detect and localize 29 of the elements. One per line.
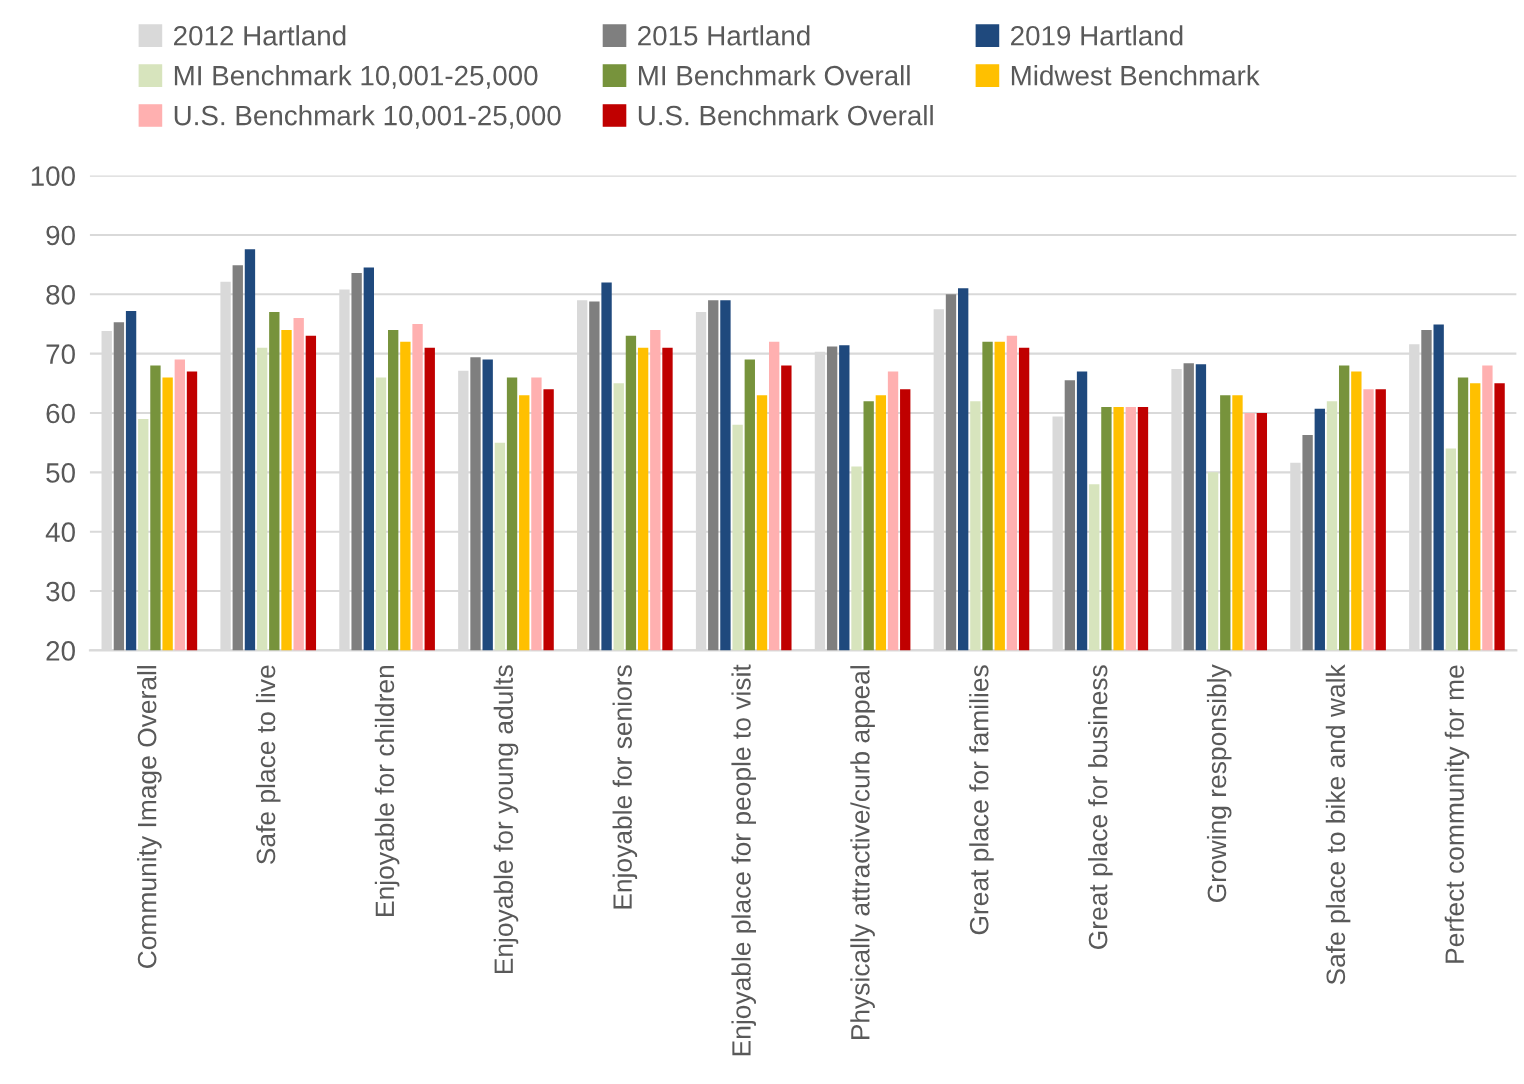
y-tick-label: 50: [46, 463, 75, 483]
x-tick-label: Enjoyable for children: [374, 665, 400, 916]
x-tick-label: Perfect community for me: [1444, 665, 1470, 963]
legend-label: U.S. Benchmark Overall: [638, 105, 933, 126]
y-tick-label: 90: [46, 225, 75, 246]
y-tick-label: 30: [46, 581, 75, 602]
legend-label: MI Benchmark 10,001-25,000: [174, 65, 538, 89]
y-tick-label: 40: [45, 522, 75, 543]
x-tick-label: Great place for families: [969, 665, 994, 935]
legend-label: MI Benchmark Overall: [639, 65, 910, 86]
legend-label: U.S. Benchmark 10,001-25,000: [174, 105, 561, 129]
x-tick-label: Community Image Overall: [137, 666, 162, 968]
y-tick-label: 60: [46, 403, 75, 424]
y-tick-label: 80: [46, 284, 75, 305]
y-tick-label: 100: [31, 166, 75, 186]
x-tick-label: Enjoyable for seniors: [612, 665, 638, 909]
x-tick-label: Safe place to bike and walk: [1325, 664, 1351, 985]
x-tick-label: Physically attractive/curb appeal: [850, 666, 875, 1040]
y-tick-label: 20: [46, 641, 75, 661]
legend-label: 2019 Hartland: [1011, 25, 1183, 46]
x-tick-label: Safe place to live: [255, 665, 281, 865]
legend-label: 2012 Hartland: [174, 25, 346, 46]
legend-label: Midwest Benchmark: [1011, 65, 1260, 86]
legend-label: 2015 Hartland: [638, 25, 810, 46]
x-tick-label: Great place for business: [1088, 665, 1113, 949]
x-tick-label: Growing responsibly: [1206, 664, 1232, 903]
x-tick-label: Enjoyable place for people to visit: [731, 664, 757, 1056]
y-tick-label: 70: [46, 344, 75, 364]
x-tick-label: Enjoyable for young adults: [493, 665, 519, 974]
